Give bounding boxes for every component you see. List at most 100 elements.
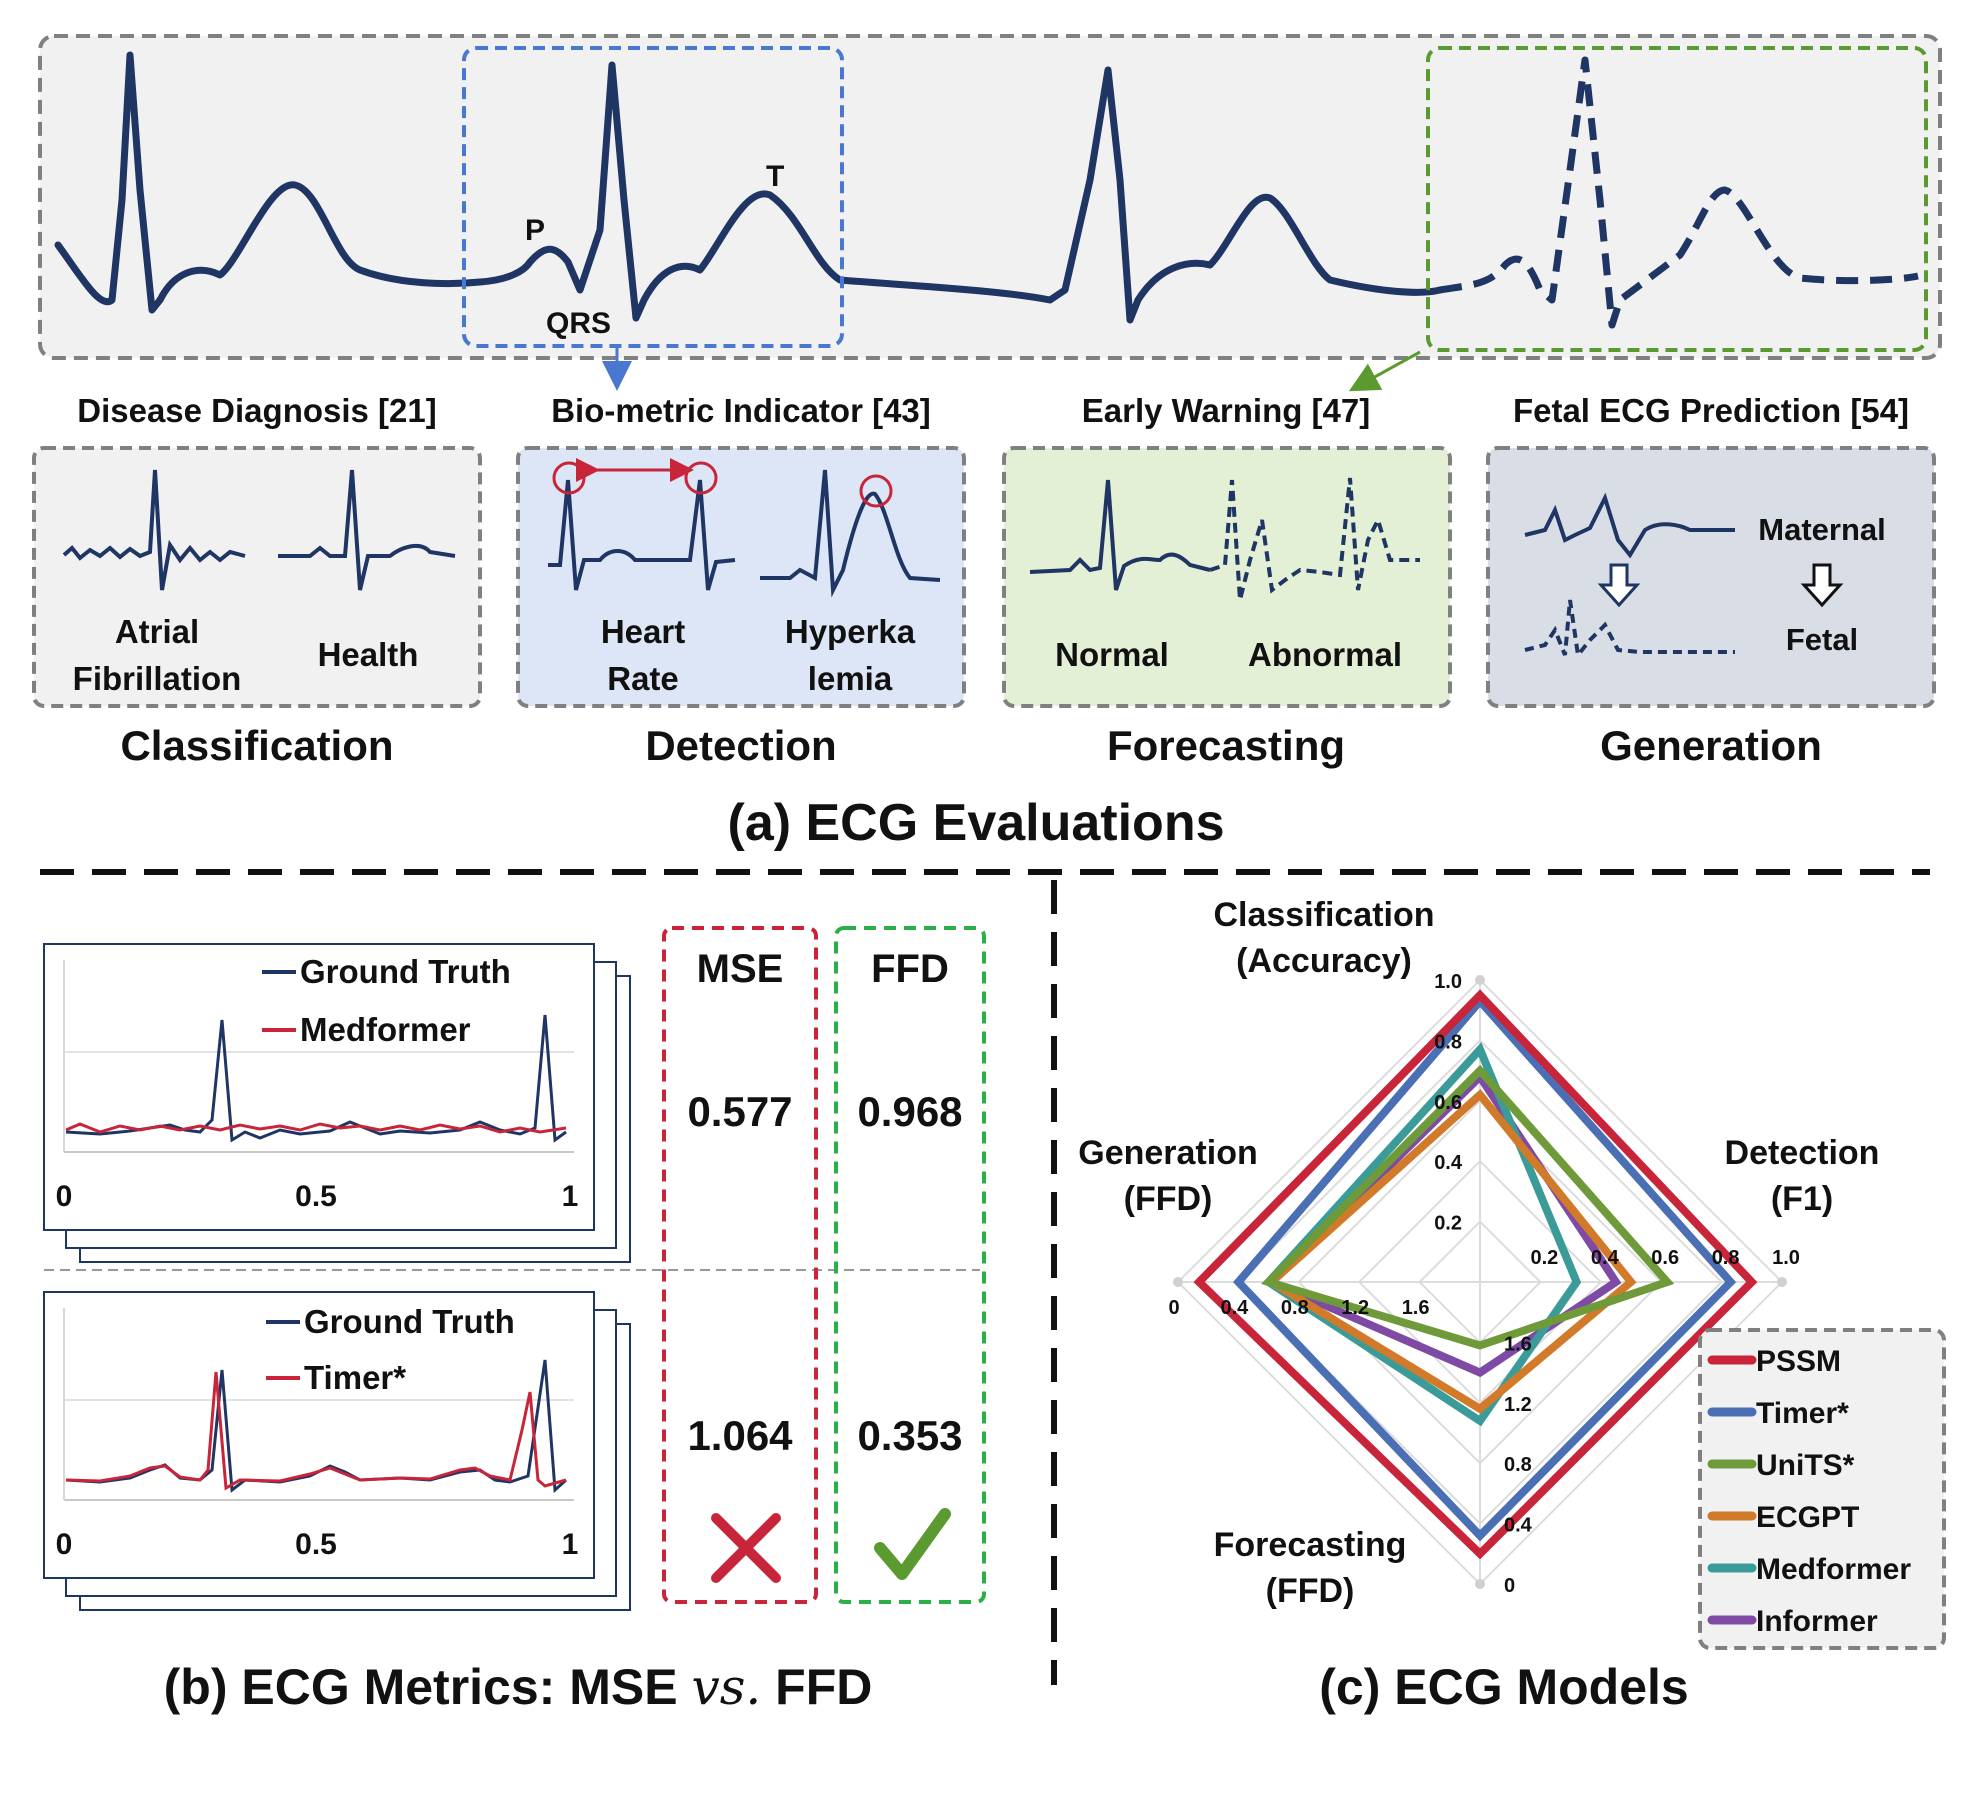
- radar-spoke-end-dot: [1475, 1579, 1485, 1589]
- hyperkalemia-label-line1: Hyperka: [785, 613, 916, 650]
- axis-label-classification-line2: (Accuracy): [1236, 942, 1412, 980]
- ecg-dashed-trace: [1439, 56, 1919, 329]
- legend-label-ecgpt: ECGPT: [1756, 1501, 1859, 1534]
- panel-c-caption: (c) ECG Models: [1319, 1659, 1688, 1715]
- panel-b: Ground Truth Medformer 0 0.5 1 Ground Tr…: [43, 926, 986, 1716]
- task-title-generation: Fetal ECG Prediction [54]: [1513, 392, 1909, 429]
- category-generation: Generation: [1600, 722, 1822, 769]
- x-tick-0.5: 0.5: [295, 1528, 337, 1561]
- radar-series-units: [1261, 1064, 1675, 1350]
- down-arrow-icon-large: [1800, 563, 1844, 608]
- generation-box: [1486, 446, 1936, 708]
- x-tick-1: 1: [562, 1180, 579, 1213]
- detection-box: [516, 446, 966, 708]
- check-mark-icon: [874, 1508, 951, 1580]
- task-title-classification: Disease Diagnosis [21]: [77, 392, 437, 429]
- tick-detection-0.2: 0.2: [1530, 1247, 1558, 1269]
- mse-column-box: [662, 926, 818, 1604]
- legend-label-units: UniTS*: [1756, 1449, 1855, 1482]
- heart-rate-ecg-icon: [548, 479, 736, 591]
- tick-classification-0.6: 0.6: [1434, 1092, 1462, 1114]
- medformer-trace: [65, 1122, 567, 1134]
- category-forecasting: Forecasting: [1107, 722, 1345, 769]
- tick-detection-0.4: 0.4: [1591, 1247, 1620, 1269]
- radar-series-pssm: [1193, 989, 1758, 1560]
- panel-c: 0.2 0.4 0.6 0.8 1.0 0.2 0.4 0.6 0.8 1.0 1.6 1.2 0.8 0…: [1078, 896, 1946, 1715]
- ffd-column-header: FFD: [871, 947, 949, 991]
- radar-series-timer: [1233, 995, 1737, 1542]
- task-title-forecasting: Early Warning [47]: [1082, 392, 1371, 429]
- panel-a: P QRS T Disease Diagnosis [21] Bio-metri…: [32, 34, 1942, 852]
- tick-classification-0.8: 0.8: [1434, 1031, 1462, 1053]
- radar-series-ecgpt: [1264, 1088, 1637, 1414]
- category-detection: Detection: [645, 722, 836, 769]
- heart-rate-label-line1: Heart: [601, 613, 685, 650]
- legend-ground-truth-2: Ground Truth: [304, 1303, 515, 1340]
- comparison-card-timer: [43, 1291, 595, 1579]
- axis-label-classification-line1: Classification: [1213, 896, 1434, 934]
- legend-label-pssm: PSSM: [1756, 1345, 1841, 1378]
- health-ecg-icon: [278, 469, 456, 591]
- hyperkalemia-label-line2: lemia: [808, 660, 893, 697]
- axis-label-generation-line1: Generation: [1078, 1134, 1257, 1172]
- tick-forecasting-0: 0: [1504, 1575, 1515, 1597]
- tick-generation-0.8: 0.8: [1281, 1297, 1309, 1319]
- axis-label-detection-line1: Detection: [1725, 1134, 1880, 1172]
- radar-legend: PSSM Timer* UniTS* ECGPT Medformer Informer: [1707, 1345, 1911, 1638]
- t-wave-label: T: [766, 160, 784, 193]
- tick-classification-0.2: 0.2: [1434, 1213, 1462, 1235]
- legend-label-timer: Timer*: [1756, 1397, 1849, 1430]
- classification-box: [32, 446, 482, 708]
- afib-label-line2: Fibrillation: [73, 660, 242, 697]
- axis-label-detection-line2: (F1): [1771, 1180, 1833, 1218]
- generation-highlight-box: [1426, 46, 1928, 352]
- mse-column-header: MSE: [697, 947, 784, 991]
- radar-legend-box: [1698, 1328, 1946, 1650]
- tick-detection-0.8: 0.8: [1712, 1247, 1740, 1269]
- fetal-label: Fetal: [1786, 622, 1858, 657]
- maternal-label: Maternal: [1758, 512, 1885, 547]
- radar-spoke-end-dot: [1475, 975, 1485, 985]
- axis-label-forecasting-line2: (FFD): [1266, 1572, 1355, 1610]
- tick-forecasting-0.8: 0.8: [1504, 1454, 1532, 1476]
- cross-mark-icon: [711, 1513, 781, 1583]
- timer-trace: [65, 1371, 567, 1491]
- panel-a-caption: (a) ECG Evaluations: [728, 794, 1225, 852]
- legend-label-medformer: Medformer: [1756, 1553, 1911, 1586]
- x-tick-1: 1: [562, 1528, 579, 1561]
- x-tick-0: 0: [56, 1180, 73, 1213]
- hyperkalemia-ecg-icon: [760, 469, 941, 598]
- afib-label-line1: Atrial: [115, 613, 199, 650]
- radar-series: [1193, 989, 1758, 1560]
- axis-label-generation-line2: (FFD): [1124, 1180, 1213, 1218]
- task-title-detection: Bio-metric Indicator [43]: [551, 392, 931, 429]
- tick-detection-0.6: 0.6: [1651, 1247, 1679, 1269]
- tick-detection-1.0: 1.0: [1772, 1247, 1800, 1269]
- tick-generation-0: 0: [1168, 1297, 1179, 1319]
- legend-timer: Timer*: [304, 1359, 406, 1396]
- qrs-label: QRS: [546, 307, 611, 340]
- category-classification: Classification: [120, 722, 393, 769]
- normal-ecg-icon: [1029, 479, 1211, 591]
- radar-spoke-end-dot: [1777, 1277, 1787, 1287]
- x-tick-0.5: 0.5: [295, 1180, 337, 1213]
- panel-b-caption: (b) ECG Metrics: MSE vs. FFD: [164, 1658, 873, 1716]
- tick-forecasting-1.6: 1.6: [1504, 1333, 1532, 1355]
- fetal-ecg-icon: [1524, 599, 1735, 660]
- normal-label: Normal: [1055, 636, 1169, 673]
- radar-spoke-end-dot: [1173, 1277, 1183, 1287]
- tick-classification-0.4: 0.4: [1434, 1152, 1463, 1174]
- legend-label-informer: Informer: [1756, 1605, 1878, 1638]
- forecasting-arrow: [1348, 350, 1421, 392]
- down-arrow-icon-small: [1597, 563, 1641, 608]
- tick-generation-1.6: 1.6: [1402, 1297, 1430, 1319]
- ffd-value-medformer: 0.968: [857, 1088, 962, 1135]
- t-peak-marker: [859, 474, 893, 508]
- health-label: Health: [318, 636, 419, 673]
- tick-forecasting-1.2: 1.2: [1504, 1394, 1532, 1416]
- comparison-card-medformer: [43, 943, 595, 1231]
- radar-tick-labels: 0.2 0.4 0.6 0.8 1.0 0.2 0.4 0.6 0.8 1.0 1.6 1.2 0.8 0…: [1168, 971, 1799, 1597]
- abnormal-ecg-icon: [1209, 477, 1420, 601]
- afib-ecg-icon: [62, 469, 246, 591]
- tick-forecasting-0.4: 0.4: [1504, 1515, 1533, 1537]
